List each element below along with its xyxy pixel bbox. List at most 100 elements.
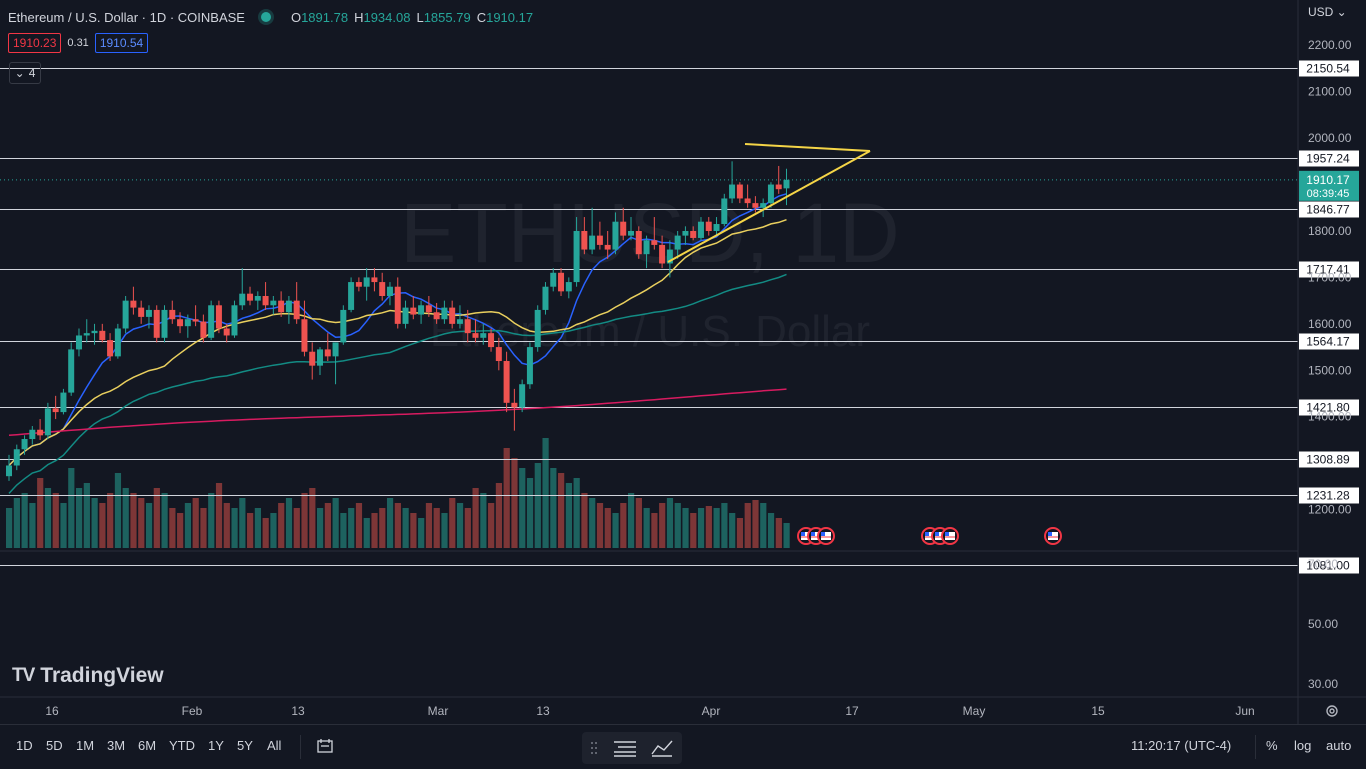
bid-price[interactable]: 1910.23 <box>8 33 62 53</box>
volume-bar <box>604 508 611 548</box>
volume-bar <box>713 508 720 548</box>
timeframe-button[interactable]: 5Y <box>237 738 253 753</box>
candle-body <box>744 198 751 204</box>
date-range-icon[interactable] <box>316 737 334 755</box>
clock[interactable]: 11:20:17 (UTC-4) <box>1131 738 1232 753</box>
us-flag-event-icon[interactable] <box>941 527 959 545</box>
candle-body <box>153 309 160 338</box>
volume-bar <box>114 473 122 548</box>
candle-body <box>278 300 285 313</box>
volume-bar <box>68 468 75 548</box>
candle-body <box>464 319 471 334</box>
timeframe-button[interactable]: 1Y <box>208 738 224 753</box>
drag-handle-icon[interactable] <box>590 740 598 756</box>
timeframe-button[interactable]: All <box>267 738 282 753</box>
moving-average-line[interactable] <box>8 273 787 494</box>
candle-body <box>767 184 774 204</box>
volume-bar <box>402 508 409 548</box>
candle-body <box>6 465 12 477</box>
level-price-label: 1957.24 <box>1306 152 1350 166</box>
volume-bar <box>511 458 518 548</box>
candle-body <box>332 342 339 357</box>
candle-body <box>480 333 487 338</box>
ohlc-value: 1855.79 <box>423 9 471 25</box>
volume-bar <box>534 463 541 548</box>
candle-body <box>775 184 782 190</box>
volume-bar <box>721 503 728 548</box>
us-flag-event-icon[interactable] <box>1044 527 1062 545</box>
us-flag-event-icon[interactable] <box>817 527 835 545</box>
watermark-symbol: ETHUSD, 1D <box>400 186 899 280</box>
candle-body <box>215 305 222 329</box>
timeframe-button[interactable]: 3M <box>107 738 126 753</box>
candle-body <box>293 300 300 320</box>
percent-toggle[interactable]: % <box>1266 738 1278 753</box>
timeframe-button[interactable]: 1M <box>76 738 95 753</box>
candle-body <box>472 333 479 338</box>
volume-bar <box>666 498 674 548</box>
volume-bar <box>293 508 300 548</box>
candle-body <box>239 293 246 306</box>
candle-body <box>169 309 176 320</box>
currency-selector[interactable]: USD ⌄ <box>1308 5 1347 19</box>
time-axis[interactable]: 16 Feb 13 Mar 13 Apr 17 May 15 Jun <box>0 550 1366 718</box>
candle-body <box>705 221 712 231</box>
timeframe-button[interactable]: 6M <box>138 738 157 753</box>
price-axis[interactable]: 2150.54 1957.24 1846.77 1717.41 1564.17 1421.… <box>1297 0 1359 724</box>
volume-bar <box>371 513 378 548</box>
candle-body <box>534 309 541 348</box>
resistance-trendline[interactable] <box>744 143 871 152</box>
volume-bar <box>324 503 331 548</box>
moving-average-line[interactable] <box>8 388 787 437</box>
candle-body <box>760 203 767 208</box>
level-price-label-bg <box>1299 201 1359 218</box>
timeframe-button[interactable]: YTD <box>169 738 195 753</box>
timeframe-button[interactable]: 5D <box>46 738 63 753</box>
price-tick-label: 2200.00 <box>1308 38 1352 52</box>
triangle-trendlines[interactable] <box>667 143 871 263</box>
candle-body <box>145 309 152 317</box>
ask-price[interactable]: 1910.54 <box>94 33 149 53</box>
volume-bar <box>441 513 448 548</box>
volume-bar <box>192 498 199 548</box>
volume-bar <box>519 468 526 548</box>
economic-events[interactable] <box>797 527 1062 545</box>
price-tick-label: 1400.00 <box>1308 410 1352 424</box>
candle-body <box>386 286 393 296</box>
drawing-tools-icon[interactable] <box>650 738 674 758</box>
gear-icon[interactable] <box>1324 703 1340 719</box>
time-tick-label: Mar <box>428 704 449 718</box>
candle-body <box>231 305 238 336</box>
candle-body <box>752 203 759 208</box>
chevron-down-icon: ⌄ <box>14 66 25 80</box>
candle-body <box>721 198 728 225</box>
volume-bar <box>309 488 316 548</box>
level-price-label-bg <box>1299 60 1359 77</box>
timeframe-button[interactable]: 1D <box>16 738 33 753</box>
tradingview-logo[interactable]: TV TradingView <box>12 664 164 688</box>
level-price-label-bg <box>1299 557 1359 574</box>
bottom-toolbar: 1D 5D 1M 3M 6M YTD 1Y 5Y All 11:20:17 (UTC-4) % … <box>0 724 1366 769</box>
object-tree-icon[interactable] <box>612 738 638 758</box>
support-trendline[interactable] <box>667 150 871 263</box>
candle-body <box>317 349 323 366</box>
chart-canvas[interactable]: ETHUSD, 1D Ethereum / U.S. Dollar 2150.5… <box>0 0 1366 724</box>
volume-bar <box>495 483 503 548</box>
volume-bar <box>138 498 145 548</box>
candle-body <box>456 319 463 324</box>
indicators-toggle[interactable]: ⌄ 4 <box>9 62 41 84</box>
volume-bar <box>581 493 588 548</box>
volume-bar <box>145 503 153 548</box>
price-tick-label: 1800.00 <box>1308 224 1352 238</box>
ohlc-key: L <box>416 9 424 25</box>
level-price-label-bg <box>1299 333 1359 350</box>
volume-bar <box>425 503 433 548</box>
volume-bar <box>44 488 52 548</box>
price-tick-label: 1200.00 <box>1308 503 1352 517</box>
candle-body <box>690 230 697 238</box>
candle-body <box>620 221 627 236</box>
auto-toggle[interactable]: auto <box>1326 738 1352 753</box>
log-toggle[interactable]: log <box>1294 738 1312 753</box>
symbol-title[interactable]: Ethereum / U.S. Dollar · 1D · COINBASE <box>8 9 245 25</box>
